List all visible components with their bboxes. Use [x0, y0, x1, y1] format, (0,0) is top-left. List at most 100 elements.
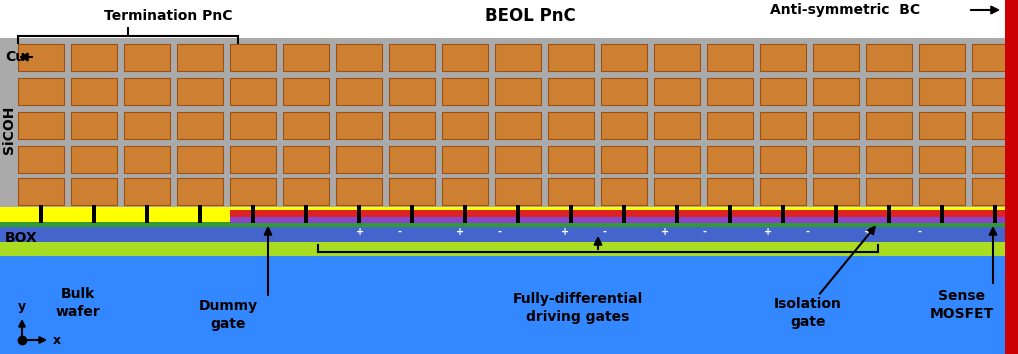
- Bar: [177, 78, 223, 105]
- Bar: [389, 146, 435, 173]
- Bar: [548, 112, 593, 139]
- Bar: [0, 227, 1005, 242]
- Text: BEOL PnC: BEOL PnC: [485, 7, 575, 25]
- Bar: [251, 205, 254, 223]
- Bar: [866, 146, 912, 173]
- Bar: [919, 78, 965, 105]
- Bar: [124, 44, 170, 71]
- Bar: [601, 112, 647, 139]
- Bar: [0, 207, 1005, 223]
- Bar: [866, 178, 912, 205]
- Bar: [866, 112, 912, 139]
- Bar: [71, 78, 117, 105]
- Bar: [0, 222, 1005, 227]
- Bar: [389, 178, 435, 205]
- Bar: [760, 146, 806, 173]
- Bar: [495, 178, 541, 205]
- Bar: [124, 112, 170, 139]
- Bar: [601, 178, 647, 205]
- Text: Termination PnC: Termination PnC: [104, 9, 232, 23]
- Bar: [887, 205, 891, 223]
- Bar: [654, 44, 700, 71]
- Bar: [389, 78, 435, 105]
- Bar: [230, 78, 276, 105]
- Bar: [601, 146, 647, 173]
- Bar: [18, 178, 64, 205]
- Bar: [442, 78, 488, 105]
- Bar: [495, 78, 541, 105]
- Text: Isolation
gate: Isolation gate: [774, 297, 842, 329]
- Bar: [39, 205, 43, 223]
- Bar: [18, 146, 64, 173]
- Bar: [0, 256, 1005, 354]
- Bar: [124, 178, 170, 205]
- Text: -: -: [498, 227, 502, 237]
- Bar: [336, 178, 382, 205]
- Bar: [18, 44, 64, 71]
- Bar: [177, 112, 223, 139]
- Bar: [601, 44, 647, 71]
- Bar: [760, 112, 806, 139]
- Bar: [919, 44, 965, 71]
- Bar: [230, 146, 276, 173]
- Bar: [548, 78, 593, 105]
- Bar: [230, 210, 1005, 217]
- Bar: [197, 205, 202, 223]
- Bar: [495, 146, 541, 173]
- Bar: [972, 178, 1018, 205]
- Bar: [1005, 0, 1018, 354]
- Bar: [230, 112, 276, 139]
- Bar: [675, 205, 679, 223]
- Text: -: -: [398, 227, 402, 237]
- Bar: [0, 38, 1005, 207]
- Text: Fully-differential
driving gates: Fully-differential driving gates: [513, 292, 643, 324]
- Bar: [654, 146, 700, 173]
- Bar: [760, 78, 806, 105]
- Bar: [834, 205, 838, 223]
- Bar: [919, 146, 965, 173]
- Text: x: x: [53, 333, 61, 347]
- Text: Anti-symmetric  BC: Anti-symmetric BC: [770, 3, 920, 17]
- Text: BOX: BOX: [5, 231, 38, 245]
- Bar: [71, 44, 117, 71]
- Text: +: +: [356, 227, 364, 237]
- Text: +: +: [561, 227, 569, 237]
- Bar: [760, 44, 806, 71]
- Bar: [283, 78, 329, 105]
- Bar: [336, 146, 382, 173]
- Bar: [230, 217, 1005, 223]
- Text: +: +: [764, 227, 772, 237]
- Bar: [813, 112, 859, 139]
- Bar: [336, 44, 382, 71]
- Text: -: -: [918, 227, 922, 237]
- Bar: [706, 44, 753, 71]
- Bar: [442, 44, 488, 71]
- Bar: [71, 178, 117, 205]
- Bar: [336, 78, 382, 105]
- Bar: [760, 178, 806, 205]
- Bar: [442, 146, 488, 173]
- Bar: [813, 44, 859, 71]
- Bar: [389, 44, 435, 71]
- Bar: [18, 78, 64, 105]
- Bar: [706, 178, 753, 205]
- Bar: [0, 240, 1005, 256]
- Bar: [706, 146, 753, 173]
- Bar: [230, 44, 276, 71]
- Bar: [993, 205, 997, 223]
- Bar: [813, 78, 859, 105]
- Bar: [548, 178, 593, 205]
- Text: SiCOH: SiCOH: [2, 106, 16, 154]
- Bar: [145, 205, 149, 223]
- Bar: [357, 205, 361, 223]
- Bar: [919, 178, 965, 205]
- Bar: [283, 146, 329, 173]
- Text: Dummy
gate: Dummy gate: [199, 299, 258, 331]
- Text: Cu: Cu: [5, 50, 25, 64]
- Bar: [410, 205, 414, 223]
- Bar: [71, 112, 117, 139]
- Bar: [728, 205, 732, 223]
- Bar: [622, 205, 626, 223]
- Bar: [781, 205, 785, 223]
- Bar: [548, 146, 593, 173]
